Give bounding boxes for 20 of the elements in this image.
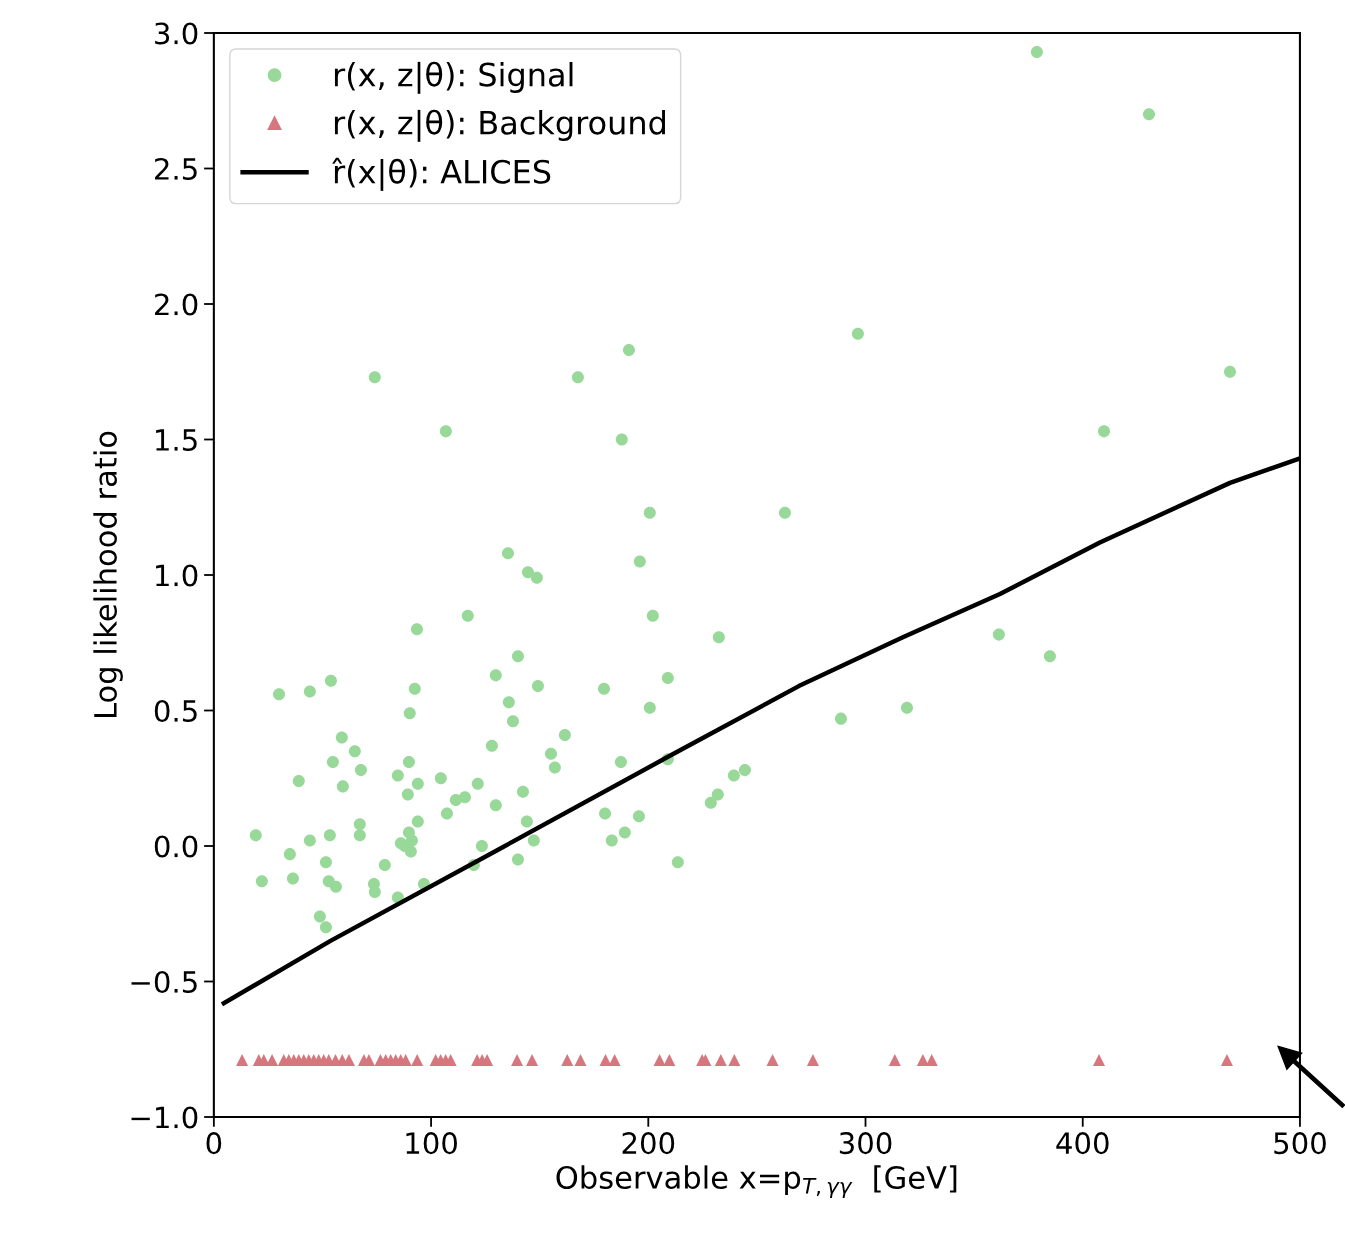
y-axis-title: Log likelihood ratio (93, 431, 123, 717)
x-tick-label: 0 (206, 1132, 222, 1155)
x-tick-label: 300 (839, 1132, 892, 1155)
x-axis-title: Observable x=p$_{T,γγ}$ [GeV] (556, 1165, 957, 1199)
legend-label: r(x, z|θ): Signal (334, 61, 573, 94)
y-tick-label: 1.0 (156, 564, 198, 587)
y-tick-label: 0.5 (154, 699, 197, 722)
x-tick-label: 200 (622, 1132, 675, 1155)
x-tick-label: 100 (406, 1132, 457, 1155)
x-tick-label: 400 (1056, 1132, 1109, 1155)
y-tick-label: 2.0 (155, 293, 198, 316)
legend-label: r̂(x|θ): ALICES (332, 157, 551, 191)
y-tick-label: 0.0 (154, 835, 198, 858)
y-tick-label: 3.0 (155, 22, 198, 45)
y-tick-label: −1.0 (131, 1106, 198, 1129)
y-tick-label: 1.5 (156, 429, 197, 451)
y-tick-label: −0.5 (131, 970, 197, 993)
legend-label: r(x, z|θ): Background (334, 109, 665, 142)
y-tick-label: 2.5 (155, 157, 197, 180)
x-tick-label: 500 (1274, 1132, 1326, 1155)
